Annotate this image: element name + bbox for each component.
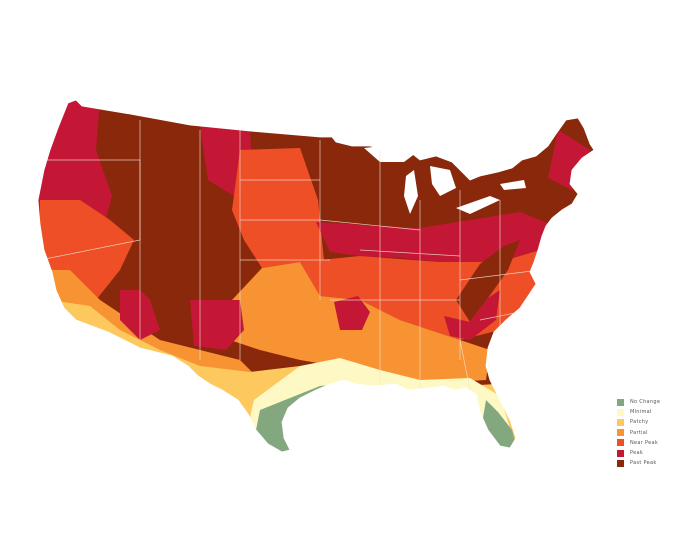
legend-item-no-change: No Change xyxy=(617,397,697,407)
legend-item-patchy: Patchy xyxy=(617,417,697,427)
legend: No Change Minimal Patchy Partial Near Pe… xyxy=(617,397,697,468)
legend-item-peak: Peak xyxy=(617,448,697,458)
legend-swatch xyxy=(617,398,624,406)
legend-label: Peak xyxy=(630,450,644,457)
legend-swatch xyxy=(617,439,624,447)
lake-erie xyxy=(456,196,500,214)
region-peak-maine xyxy=(548,130,590,190)
region-peak-central-band xyxy=(316,212,550,262)
legend-label: No Change xyxy=(630,399,661,406)
region-near-peak-dakota xyxy=(244,182,282,216)
boundary-rockies xyxy=(139,120,241,360)
state-boundaries xyxy=(39,120,541,391)
legend-swatch xyxy=(617,459,624,467)
legend-label: Past Peak xyxy=(630,460,657,467)
lake-huron xyxy=(430,166,456,196)
legend-swatch xyxy=(617,449,624,457)
legend-label: Partial xyxy=(630,429,648,436)
region-peak-arkansas xyxy=(334,296,370,330)
boundary-midwest xyxy=(319,150,461,340)
legend-label: Patchy xyxy=(630,419,649,426)
legend-label: Minimal xyxy=(630,409,652,416)
region-past-peak-appalachia xyxy=(456,240,520,322)
legend-item-minimal: Minimal xyxy=(617,407,697,417)
legend-swatch xyxy=(617,429,624,437)
lake-michigan xyxy=(404,170,418,214)
region-peak-new-mexico xyxy=(190,300,244,350)
region-peak-carolinas xyxy=(444,290,500,340)
boundary-plains xyxy=(240,140,330,300)
legend-item-near-peak: Near Peak xyxy=(617,438,697,448)
legend-swatch xyxy=(617,418,624,426)
legend-item-past-peak: Past Peak xyxy=(617,458,697,468)
legend-item-partial: Partial xyxy=(617,428,697,438)
legend-swatch xyxy=(617,408,624,416)
legend-label: Near Peak xyxy=(630,439,659,446)
boundary-south xyxy=(330,299,471,391)
boundary-east xyxy=(459,190,541,360)
lake-ontario xyxy=(500,180,526,190)
